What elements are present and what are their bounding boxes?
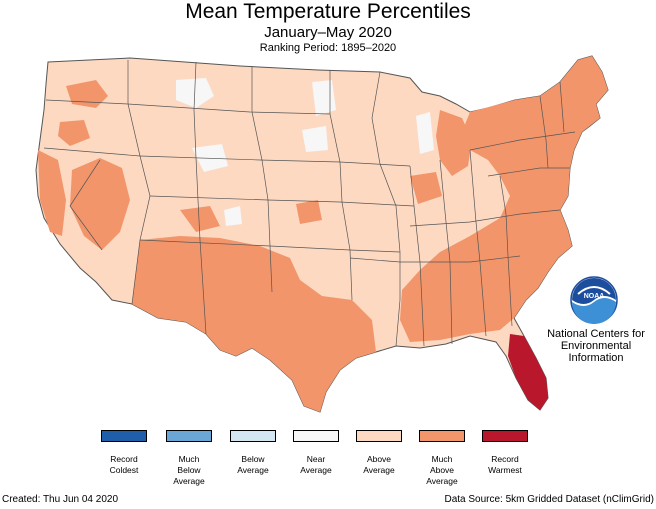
legend-label: Record Coldest bbox=[109, 454, 139, 475]
legend-label: Much Below Average bbox=[173, 454, 205, 486]
noaa-logo-text: NOAA bbox=[584, 293, 605, 300]
org-line-1: National Centers for bbox=[547, 328, 645, 340]
noaa-logo-icon: NOAA bbox=[570, 276, 618, 324]
florida-record-warmest bbox=[508, 334, 548, 410]
legend-swatch-record-warmest bbox=[482, 430, 528, 442]
ranking-period: Ranking Period: 1895–2020 bbox=[259, 42, 397, 54]
state-boundaries bbox=[43, 60, 576, 347]
map-title: Mean Temperature Percentiles bbox=[185, 0, 471, 23]
map-subtitle: January–May 2020 bbox=[264, 24, 392, 41]
legend-swatch-above bbox=[356, 430, 402, 442]
legend-swatch-record-coldest bbox=[101, 430, 147, 442]
legend-label: Above Average bbox=[363, 454, 395, 475]
legend-label: Record Warmest bbox=[488, 454, 522, 475]
legend-label: Near Average bbox=[300, 454, 332, 475]
legend-label: Much Above Average bbox=[426, 454, 458, 486]
data-source: Data Source: 5km Gridded Dataset (nClimG… bbox=[444, 494, 654, 505]
created-date: Created: Thu Jun 04 2020 bbox=[2, 494, 119, 505]
org-line-3: Information bbox=[568, 352, 624, 364]
legend-swatch-much-below bbox=[166, 430, 212, 442]
legend-swatch-below bbox=[230, 430, 276, 442]
legend-swatch-much-above bbox=[419, 430, 465, 442]
legend-label: Below Average bbox=[237, 454, 269, 475]
legend-swatch-near bbox=[293, 430, 339, 442]
organization-name: National Centers for Environmental Infor… bbox=[540, 328, 652, 364]
much-above-regions bbox=[38, 56, 608, 412]
org-line-2: Environmental bbox=[560, 340, 632, 352]
